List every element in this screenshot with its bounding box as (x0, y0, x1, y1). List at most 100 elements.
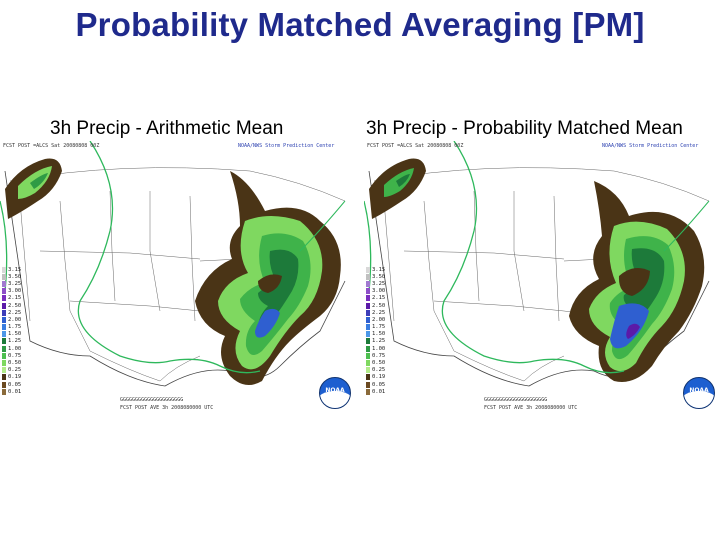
legend-label: 1.25 (8, 338, 22, 345)
coastline (368, 170, 710, 387)
legend-row: 1.00 (2, 345, 28, 352)
legend-label: 0.01 (8, 388, 22, 395)
map-agency-text: NOAA/NWS Storm Prediction Center (238, 143, 335, 149)
legend-label: 1.75 (8, 324, 22, 331)
legend-swatch (2, 345, 6, 352)
probability-matched-mean-map: FCST POST =ALCS Sat 20080808 00Z NOAA/NW… (364, 141, 719, 414)
green-contour-1 (441, 141, 625, 374)
legend-swatch (366, 324, 370, 331)
map-header-text: FCST POST =ALCS Sat 20080808 00Z (367, 143, 464, 149)
legend-row: 0.01 (2, 388, 28, 395)
legend-swatch (2, 367, 6, 374)
legend-swatch (366, 288, 370, 295)
legend-label: 1.50 (8, 331, 22, 338)
legend-swatch (366, 345, 370, 352)
legend-swatch (366, 295, 370, 302)
legend-swatch (366, 352, 370, 359)
legend-swatch (2, 331, 6, 338)
legend-label: 2.25 (372, 309, 386, 316)
legend-row: 2.00 (366, 316, 392, 323)
legend-swatch (366, 316, 370, 323)
legend-swatch (2, 360, 6, 367)
east-precip-hole (258, 274, 282, 293)
legend-row: 0.05 (366, 381, 392, 388)
legend-row: 1.50 (2, 331, 28, 338)
legend-label: 3.25 (372, 280, 386, 287)
legend-row: 0.05 (2, 381, 28, 388)
legend-swatch (2, 280, 6, 287)
legend-row: 0.50 (2, 359, 28, 367)
legend-label: 0.75 (8, 352, 22, 359)
legend-label: 3.00 (372, 288, 386, 295)
green-contour-3 (299, 200, 346, 252)
east-precip-purple (626, 323, 640, 339)
legend-row: 3.50 (366, 273, 392, 280)
legend-label: 0.01 (372, 388, 386, 395)
legend-swatch (366, 360, 370, 367)
legend-row: 2.00 (2, 316, 28, 323)
legend-row: 2.25 (366, 309, 392, 316)
legend-swatch (366, 309, 370, 316)
map-footer-line-2: FCST POST AVE 3h 2008080000 UTC (484, 405, 578, 411)
legend-label: 2.25 (8, 309, 22, 316)
legend-swatch (2, 266, 6, 273)
noaa-logo-text: NOAA (325, 387, 345, 394)
legend-row: 3.00 (2, 288, 28, 295)
legend-row: 1.00 (366, 345, 392, 352)
legend-label: 2.00 (372, 316, 386, 323)
legend-label: 3.50 (372, 273, 386, 280)
legend-row: 1.75 (2, 324, 28, 331)
legend-row: 0.25 (366, 367, 392, 374)
east-precip-blue (255, 308, 280, 338)
legend-label: 0.50 (372, 360, 386, 367)
legend-label: 3.00 (8, 288, 22, 295)
legend-row: 0.19 (2, 374, 28, 381)
legend-row: 1.25 (2, 338, 28, 345)
nw-precip-mid (30, 173, 48, 189)
legend-swatch (366, 273, 370, 280)
coastline (4, 170, 346, 387)
legend-label: 2.00 (8, 316, 22, 323)
legend-row: 2.50 (2, 302, 28, 309)
map-footer-line-1: GGGGGGGGGGGGGGGGGGGGG (484, 397, 548, 403)
east-precip-hole (618, 267, 650, 296)
legend-swatch (2, 324, 6, 331)
map-agency-text: NOAA/NWS Storm Prediction Center (602, 143, 699, 149)
map-footer-line-1: GGGGGGGGGGGGGGGGGGGGG (120, 397, 184, 403)
legend-label: 3.15 (8, 266, 22, 273)
legend-row: 3.50 (2, 273, 28, 280)
legend-label: 1.00 (372, 345, 386, 352)
legend-row: 2.25 (2, 309, 28, 316)
nw-precip-mid (396, 174, 410, 187)
precip-legend: 3.15 3.50 3.25 3.00 2.15 2.50 2.25 2.00 1.75 1.50… (366, 266, 392, 395)
legend-label: 3.50 (8, 273, 22, 280)
noaa-logo-text: NOAA (689, 387, 709, 394)
legend-label: 0.50 (8, 360, 22, 367)
map-footer-line-2: FCST POST AVE 3h 2008080000 UTC (120, 405, 214, 411)
legend-label: 0.19 (8, 374, 22, 381)
noaa-logo-icon: NOAA (683, 377, 715, 409)
legend-label: 0.75 (372, 352, 386, 359)
legend-swatch (366, 302, 370, 309)
legend-swatch (2, 338, 6, 345)
legend-row: 1.25 (366, 338, 392, 345)
legend-label: 2.15 (372, 295, 386, 302)
legend-row: 3.25 (2, 280, 28, 287)
legend-swatch (366, 331, 370, 338)
green-contour-3 (663, 200, 710, 252)
legend-swatch (2, 288, 6, 295)
legend-row: 3.15 (366, 266, 392, 273)
legend-swatch (366, 381, 370, 388)
legend-swatch (2, 381, 6, 388)
legend-label: 1.00 (8, 345, 22, 352)
legend-label: 3.25 (8, 280, 22, 287)
legend-row: 1.50 (366, 331, 392, 338)
legend-row: 0.25 (2, 367, 28, 374)
legend-row: 0.19 (366, 374, 392, 381)
legend-label: 0.05 (8, 381, 22, 388)
legend-swatch (2, 374, 6, 381)
legend-swatch (366, 367, 370, 374)
legend-label: 0.19 (372, 374, 386, 381)
legend-row: 3.15 (2, 266, 28, 273)
precip-legend: 3.15 3.50 3.25 3.00 2.15 2.50 2.25 2.00 1.75 1.50… (2, 266, 28, 395)
